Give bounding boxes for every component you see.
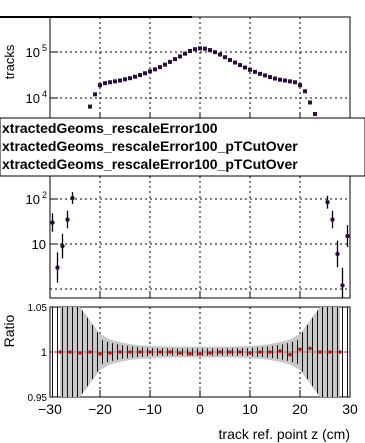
data-point-square [133, 74, 137, 79]
data-point-square [123, 77, 127, 82]
data-point [55, 265, 60, 270]
data-point-square [313, 111, 317, 116]
data-point-square [228, 58, 232, 63]
data-point-square [218, 52, 222, 57]
x-tick-label: 0 [196, 401, 204, 417]
legend-box [0, 117, 365, 177]
data-point [340, 283, 345, 288]
data-point-square [273, 76, 277, 81]
y-tick-label-exponent: 4 [42, 89, 47, 99]
data-point-square [98, 83, 102, 88]
data-point-square [183, 51, 187, 56]
y-tick-label: 10 [26, 91, 40, 106]
data-point-square [233, 60, 237, 65]
data-point [335, 251, 340, 257]
data-point-square [118, 78, 122, 83]
data-point [65, 217, 70, 222]
data-point-square [223, 55, 227, 60]
data-point-square [253, 69, 257, 74]
ratio-tick-label-top: 1.05 [28, 303, 48, 314]
data-point [345, 233, 350, 239]
data-point-square [288, 79, 292, 84]
ratio-axis-label: Ratio [1, 314, 17, 347]
data-point-square [103, 81, 107, 86]
data-point-square [198, 46, 202, 51]
legend-entry-3: xtractedGeoms_rescaleError100_pTCutOver [2, 156, 298, 172]
y-tick-label-exponent: 5 [42, 43, 47, 53]
data-point-square [238, 63, 242, 68]
y-tick-label: 10 [26, 45, 40, 60]
x-tick-label: −10 [138, 401, 162, 417]
data-point-square [188, 49, 192, 54]
data-point-square [268, 75, 272, 80]
data-point [325, 199, 330, 205]
ratio-point [298, 347, 302, 352]
y-tick-label: 10 [32, 237, 46, 252]
ratio-point [198, 352, 202, 356]
data-point-square [143, 71, 147, 76]
ratio-point [308, 346, 312, 351]
data-point [330, 217, 335, 222]
data-point-square [173, 57, 177, 62]
ratio-tick-label-mid: 1 [41, 347, 47, 359]
data-point-square [243, 65, 247, 70]
data-point-square [153, 67, 157, 72]
data-point-square [168, 59, 172, 64]
data-point [50, 220, 55, 225]
data-point-square [203, 46, 207, 51]
data-point-square [278, 77, 282, 82]
data-point-square [283, 78, 287, 83]
data-point-square [138, 73, 142, 78]
x-tick-label: 20 [292, 401, 308, 417]
data-point-square [308, 100, 312, 105]
data-point-square [303, 89, 307, 94]
data-point-square [208, 48, 212, 53]
data-point-square [108, 80, 112, 85]
y-tick-label: 10 [26, 192, 40, 207]
x-tick-label: 10 [242, 401, 258, 417]
data-point-square [193, 47, 197, 52]
y-tick-label-exponent: 2 [42, 190, 47, 200]
x-axis-label: track ref. point z (cm) [219, 426, 350, 442]
ratio-point [98, 352, 102, 356]
data-point-square [128, 76, 132, 81]
ratio-tick-label-bottom: 0.95 [28, 393, 48, 404]
data-point-square [158, 65, 162, 70]
data-point-square [293, 80, 297, 85]
data-point [60, 243, 65, 249]
ratio-point [288, 352, 292, 357]
data-point-square [213, 50, 217, 55]
data-point-square [88, 104, 92, 109]
data-point-square [93, 92, 97, 97]
data-point-square [163, 62, 167, 67]
legend-entry-2: xtractedGeoms_rescaleError100_pTCutOver [2, 138, 298, 154]
x-tick-label: −30 [38, 401, 62, 417]
data-point [70, 195, 75, 201]
data-point-square [258, 71, 262, 76]
data-point-square [263, 73, 267, 78]
data-point-square [298, 83, 302, 88]
legend-entry-1: xtractedGeoms_rescaleError100 [2, 120, 218, 136]
ratio-point [188, 352, 192, 356]
legend: xtractedGeoms_rescaleError100 xtractedGe… [0, 117, 365, 177]
data-point-square [248, 67, 252, 72]
data-point-square [113, 79, 117, 84]
data-point-square [178, 54, 182, 59]
data-point-square [148, 69, 152, 74]
x-tick-label: 30 [342, 401, 358, 417]
x-tick-label: −20 [88, 401, 112, 417]
y-axis-label: tracks [2, 44, 17, 79]
